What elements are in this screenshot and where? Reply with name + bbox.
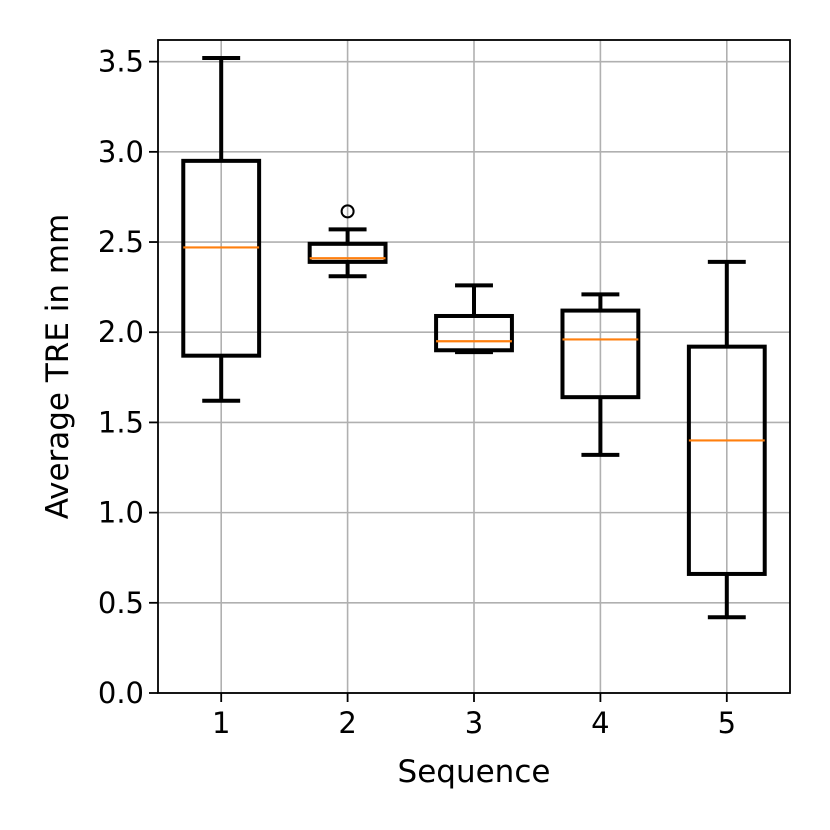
grid	[158, 40, 790, 694]
box-group	[434, 283, 514, 355]
box-body	[181, 158, 262, 358]
x-tick-label: 2	[338, 706, 356, 740]
ticks: 0.0 0.5 1.0 1.5 2.0 2.5 3.0 3.5 1 2 3 4 5	[98, 45, 736, 740]
x-tick-label: 5	[718, 706, 736, 740]
outlier-point	[340, 204, 355, 219]
y-tick-label: 1.5	[98, 405, 144, 439]
x-tick-label: 4	[591, 706, 609, 740]
x-tick-label: 3	[465, 706, 483, 740]
y-tick-label: 0.0	[98, 676, 144, 710]
y-tick-label: 3.5	[98, 45, 144, 79]
y-tick-label: 1.0	[98, 496, 144, 530]
box-body	[686, 344, 767, 576]
y-tick-label: 0.5	[98, 586, 144, 620]
x-tick-label: 1	[212, 706, 230, 740]
y-tick-label: 2.5	[98, 225, 144, 259]
y-axis-label: Average TRE in mm	[40, 214, 76, 520]
box-group	[686, 259, 767, 620]
box-group	[560, 292, 641, 457]
box-body	[434, 313, 514, 353]
x-axis-label: Sequence	[398, 754, 551, 790]
box-body	[560, 308, 641, 400]
box-body	[307, 241, 388, 264]
boxes	[181, 56, 767, 620]
y-tick-label: 3.0	[98, 135, 144, 169]
box-group	[307, 204, 388, 279]
y-tick-label: 2.0	[98, 315, 144, 349]
box-group	[181, 56, 262, 403]
